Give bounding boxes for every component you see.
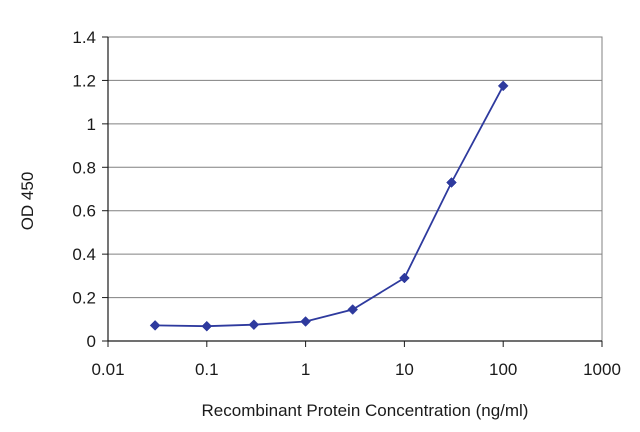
series bbox=[149, 80, 509, 332]
x-tick-label: 10 bbox=[395, 360, 414, 379]
y-tick-label: 0.6 bbox=[72, 202, 96, 221]
data-point bbox=[347, 304, 359, 315]
data-point bbox=[149, 320, 161, 331]
x-tick-label: 0.1 bbox=[195, 360, 219, 379]
data-point bbox=[201, 320, 213, 332]
y-tick-label: 1 bbox=[87, 115, 96, 134]
y-tick-labels: 0 0.2 0.4 0.6 0.8 1 1.2 1.4 bbox=[72, 28, 96, 351]
y-tick-label: 0.8 bbox=[72, 158, 96, 177]
series-line bbox=[155, 85, 504, 328]
data-point bbox=[399, 272, 410, 284]
axes bbox=[102, 36, 603, 347]
x-tick-label: 100 bbox=[489, 360, 517, 379]
y-tick-label: 1.2 bbox=[72, 71, 96, 90]
data-point bbox=[446, 177, 457, 188]
y-tick-label: 0.2 bbox=[72, 289, 96, 308]
data-point bbox=[300, 316, 311, 327]
x-axis-label: Recombinant Protein Concentration (ng/ml… bbox=[202, 401, 529, 420]
x-tick-label: 1 bbox=[301, 360, 310, 379]
x-tick-label: 0.01 bbox=[91, 360, 124, 379]
y-tick-label: 0.4 bbox=[72, 245, 96, 264]
y-axis-label: OD 450 bbox=[18, 172, 37, 231]
y-tick-label: 0 bbox=[87, 332, 96, 351]
plot-area-frame bbox=[107, 36, 603, 342]
data-point bbox=[497, 80, 509, 92]
y-tick-label: 1.4 bbox=[72, 28, 96, 47]
data-point bbox=[248, 319, 260, 331]
x-tick-labels: 0.01 0.1 1 10 100 1000 bbox=[91, 360, 620, 379]
x-tick-label: 1000 bbox=[583, 360, 621, 379]
gridlines bbox=[108, 79, 602, 299]
